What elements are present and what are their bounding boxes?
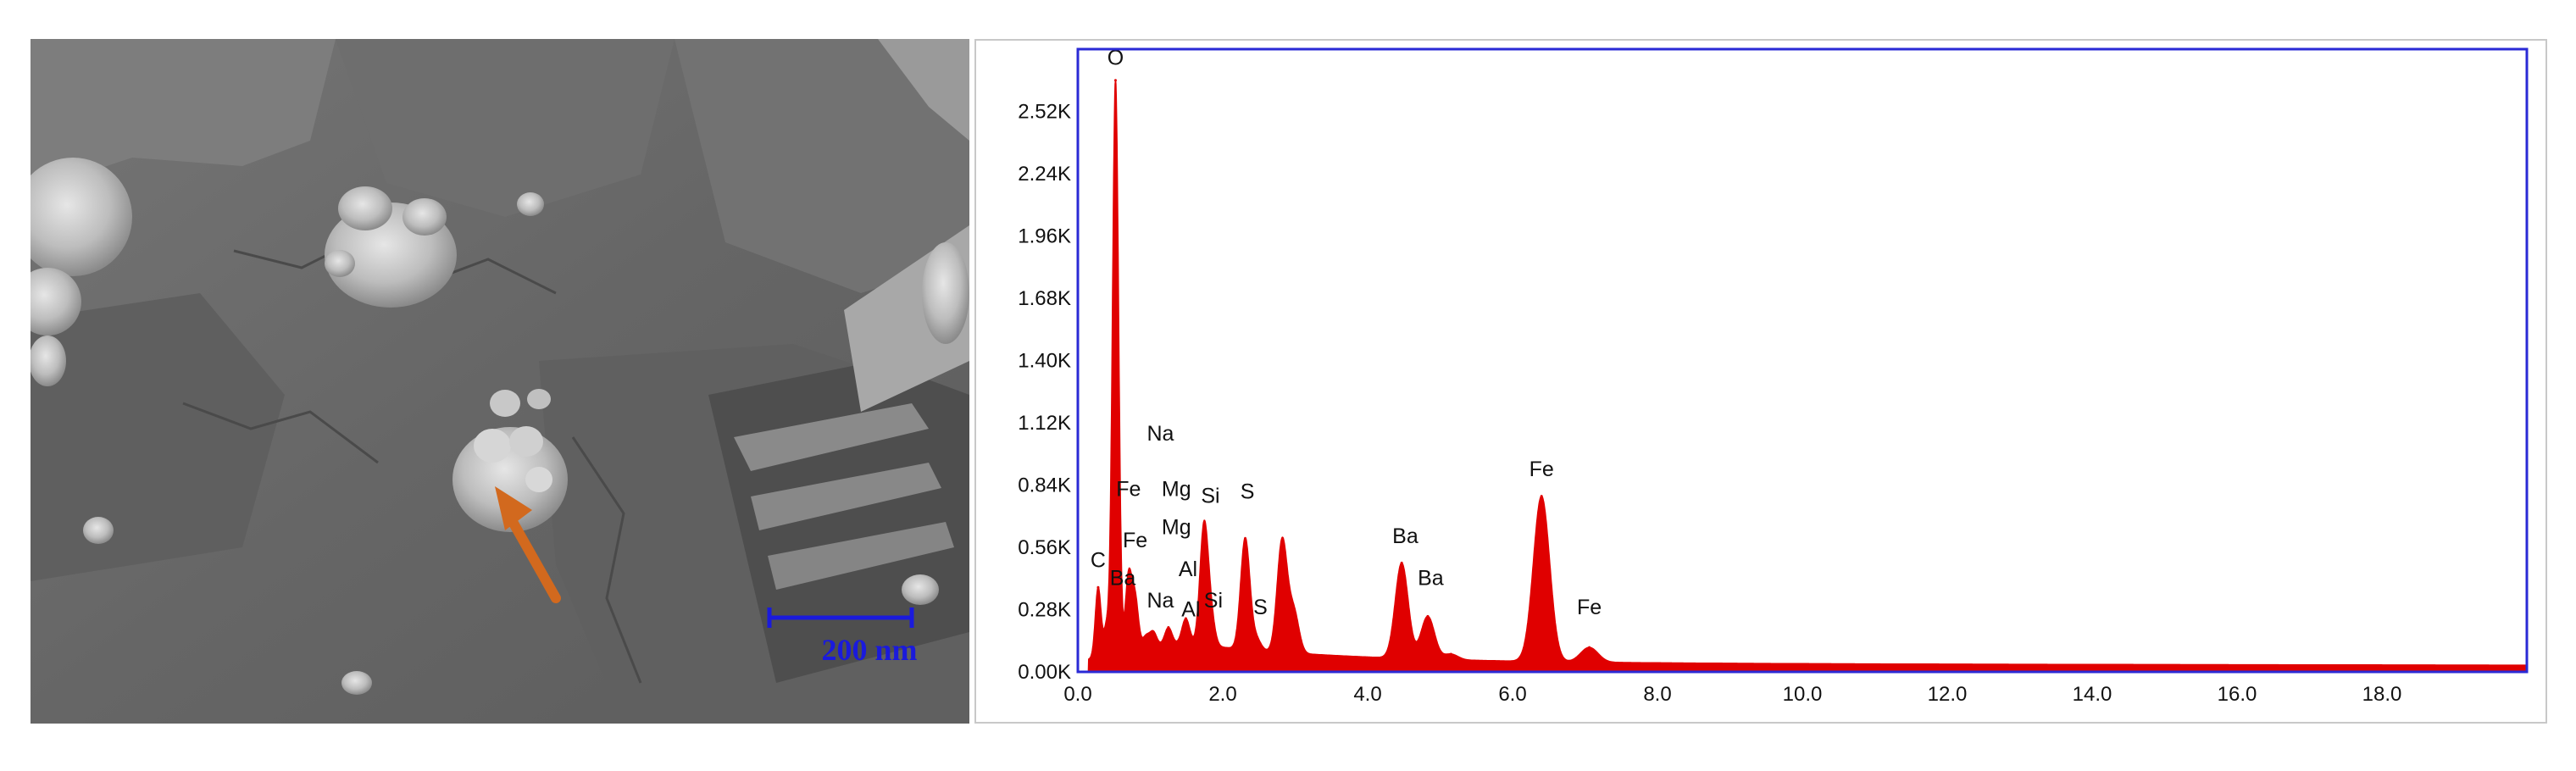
y-tick-label: 1.40K — [1018, 350, 1071, 373]
y-tick-label: 0.84K — [1018, 474, 1071, 497]
y-tick-label: 1.12K — [1018, 412, 1071, 435]
peak-label-o: O — [1108, 46, 1124, 69]
sem-crack — [571, 436, 642, 684]
peak-point — [1105, 624, 1108, 627]
sem-plate — [31, 39, 336, 191]
peak-point — [1292, 610, 1296, 613]
eds-spectrum-panel: 0.00K 0.28K 0.56K 0.84K 1.12K 1.40K 1.68K 1.96K… — [974, 39, 2547, 724]
spectrum-area — [1078, 80, 2528, 673]
peak-label-mg: Mg — [1162, 478, 1191, 502]
peak-label-ba: Ba — [1110, 567, 1136, 591]
sem-particle — [490, 390, 520, 417]
peak-point — [1127, 574, 1130, 578]
sem-ridge — [768, 522, 954, 590]
sem-particle — [902, 574, 939, 605]
x-tick-label: 6.0 — [1498, 683, 1526, 706]
peak-label-ba: Ba — [1418, 567, 1444, 591]
peak-point — [1280, 539, 1284, 542]
plot-frame — [1076, 47, 2529, 674]
sem-particle — [338, 186, 392, 230]
peak-label-s: S — [1241, 480, 1255, 503]
peak-point — [1167, 626, 1170, 629]
peak-label-na: Na — [1146, 422, 1174, 446]
x-tick-label: 16.0 — [2218, 683, 2257, 706]
peak-point — [1113, 79, 1117, 82]
sem-particle — [509, 426, 543, 457]
peak-label-ba: Ba — [1392, 524, 1418, 548]
peak-label-mg: Mg — [1162, 515, 1191, 539]
sem-particle — [525, 467, 552, 492]
peak-label-al: Al — [1179, 557, 1197, 581]
y-tick-label: 1.68K — [1018, 287, 1071, 310]
y-tick-label: 2.24K — [1018, 163, 1071, 186]
sem-plate — [336, 39, 675, 217]
peak-label-si: Si — [1201, 485, 1219, 508]
peak-point — [1184, 617, 1187, 620]
peak-label-c: C — [1091, 549, 1106, 573]
sem-particle — [31, 336, 66, 386]
y-tick-label: 2.52K — [1018, 101, 1071, 124]
sem-particle — [922, 242, 969, 344]
sem-particle — [402, 198, 447, 236]
y-tick-label: 0.56K — [1018, 536, 1071, 559]
sem-ridge — [751, 463, 941, 530]
x-tick-label: 10.0 — [1783, 683, 1823, 706]
peak-label-fe: Fe — [1577, 596, 1602, 619]
sem-micrograph: 200 nm — [31, 39, 969, 724]
eds-spectrum-chart: 0.00K 0.28K 0.56K 0.84K 1.12K 1.40K 1.68K 1.96K… — [1018, 46, 2529, 706]
peak-point — [1588, 646, 1591, 649]
y-axis: 0.00K 0.28K 0.56K 0.84K 1.12K 1.40K 1.68K 1.96K… — [1018, 101, 1071, 685]
x-tick-label: 2.0 — [1208, 683, 1236, 706]
x-tick-label: 0.0 — [1063, 683, 1091, 706]
x-tick-label: 14.0 — [2073, 683, 2112, 706]
y-tick-label: 1.96K — [1018, 225, 1071, 248]
x-tick-label: 4.0 — [1353, 683, 1381, 706]
peak-label-al: Al — [1181, 597, 1200, 621]
peak-label-s: S — [1253, 596, 1268, 619]
peak-point — [1426, 614, 1430, 618]
peak-point — [1400, 561, 1403, 564]
peak-point — [1144, 635, 1147, 638]
sem-particle — [83, 517, 114, 544]
peak-label-si: Si — [1204, 589, 1223, 613]
scale-bar-label: 200 nm — [821, 633, 918, 667]
sem-particle — [31, 158, 132, 276]
scale-bar — [767, 607, 914, 628]
peak-point — [1096, 585, 1100, 589]
peak-point — [1208, 614, 1212, 618]
peak-point — [1244, 537, 1247, 540]
x-tick-label: 12.0 — [1928, 683, 1968, 706]
x-axis: 0.0 2.0 4.0 6.0 8.0 10.0 12.0 14.0 16.0 18.0 — [1063, 683, 2401, 706]
sem-particle — [474, 429, 511, 463]
sem-image — [31, 39, 969, 724]
sem-ridge — [734, 403, 929, 471]
peak-label-na: Na — [1146, 589, 1174, 613]
sem-bright-plate — [878, 39, 969, 141]
sem-particle — [325, 250, 355, 277]
x-tick-label: 8.0 — [1643, 683, 1671, 706]
peak-point — [1254, 637, 1257, 641]
peak-point — [1134, 596, 1137, 600]
y-tick-label: 0.00K — [1018, 661, 1071, 684]
sem-particle — [527, 389, 551, 409]
y-tick-label: 0.28K — [1018, 599, 1071, 622]
sem-crack — [182, 402, 379, 464]
arrow-pointer — [495, 486, 561, 603]
sem-particle — [341, 671, 372, 695]
peak-label-fe: Fe — [1116, 478, 1141, 502]
peak-point — [1152, 630, 1155, 634]
spectrum-series — [1078, 79, 2528, 673]
sem-particle — [517, 192, 544, 216]
peak-label-fe: Fe — [1530, 458, 1554, 481]
sem-plate — [675, 39, 969, 293]
peak-label-fe: Fe — [1123, 529, 1147, 552]
sem-particle — [31, 268, 81, 336]
peak-point — [1540, 495, 1543, 498]
peak-point — [1449, 652, 1452, 656]
sem-plate — [31, 293, 285, 581]
x-tick-label: 18.0 — [2362, 683, 2402, 706]
peak-point — [1202, 528, 1206, 531]
